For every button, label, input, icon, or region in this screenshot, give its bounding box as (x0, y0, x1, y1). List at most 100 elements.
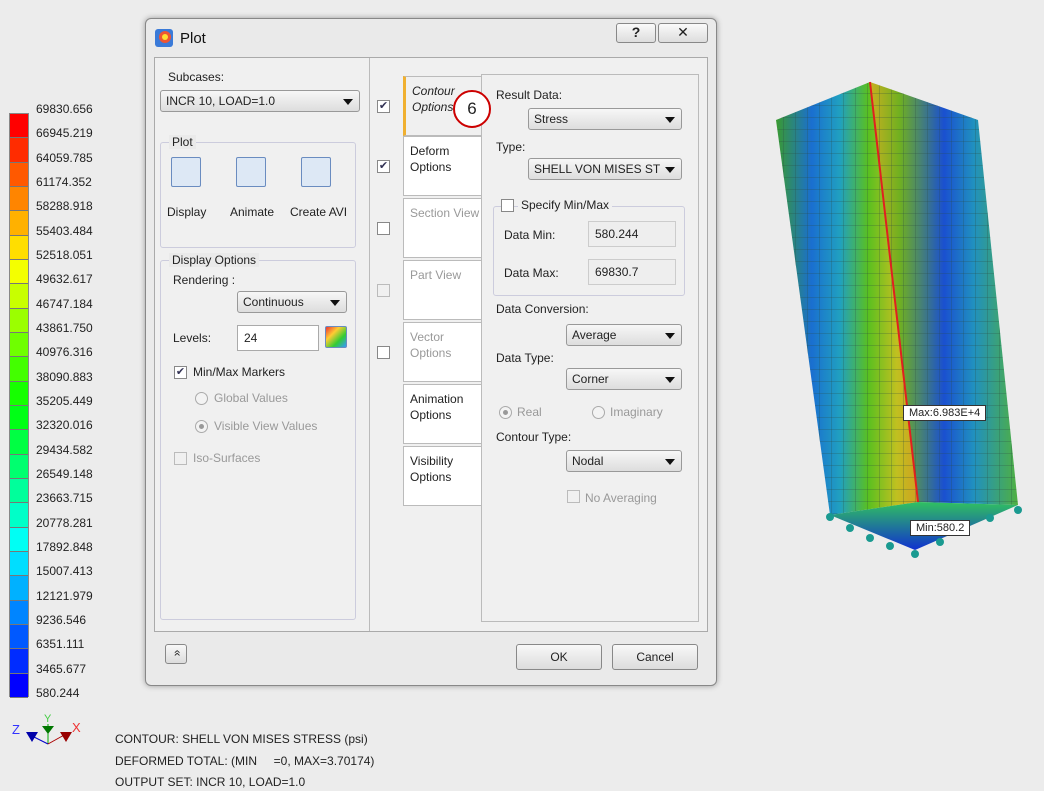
info-contour: CONTOUR: SHELL VON MISES STRESS (psi) (115, 732, 368, 746)
global-values-radio[interactable] (195, 392, 208, 405)
legend-value-label: 40976.316 (36, 345, 93, 360)
axis-z-label: Z (12, 722, 20, 737)
levels-input[interactable]: 24 (237, 325, 319, 351)
display-options-title: Display Options (169, 253, 260, 267)
tab-visibility-options[interactable]: Visibility Options (403, 446, 489, 506)
legend-value-label: 12121.979 (36, 588, 93, 603)
display-button[interactable]: Display (167, 205, 207, 219)
result-data-label: Result Data: (496, 88, 563, 102)
minmax-markers-label: Min/Max Markers (193, 365, 286, 379)
contour-type-label: Contour Type: (496, 430, 572, 444)
chevron-down-icon (330, 300, 340, 306)
tab-enable-checkbox[interactable] (377, 346, 390, 359)
legend-value-label: 17892.848 (36, 540, 93, 554)
legend-value-label: 38090.883 (36, 369, 93, 384)
minmax-markers-checkbox[interactable]: ✔ (174, 366, 187, 379)
animate-icon[interactable] (236, 157, 266, 187)
dialog-titlebar[interactable]: Plot ? ✕ (146, 19, 716, 57)
legend-value-label: 15007.413 (36, 564, 93, 579)
tab-enable-checkbox[interactable]: ✔ (377, 100, 390, 113)
contour-type-value: Nodal (572, 454, 604, 468)
data-min-field[interactable]: 580.244 (588, 221, 676, 247)
fe-model-view[interactable] (760, 70, 1044, 580)
display-icon[interactable] (171, 157, 201, 187)
data-type-dropdown[interactable]: Corner (566, 368, 682, 390)
legend-color-segment (10, 284, 28, 309)
data-conversion-dropdown[interactable]: Average (566, 324, 682, 346)
specify-minmax-group: Specify Min/Max Data Min: 580.244 Data M… (493, 198, 685, 296)
create-avi-button[interactable]: Create AVI (290, 205, 348, 219)
legend-value-label: 43861.750 (36, 321, 93, 335)
axis-triad-icon: Z Y X (12, 713, 81, 745)
dialog-title: Plot (180, 30, 206, 47)
tab-vector-options[interactable]: Vector Options (403, 322, 489, 382)
chevron-down-icon (665, 333, 675, 339)
legend-value-label: 35205.449 (36, 394, 93, 408)
help-button[interactable]: ? (616, 23, 656, 43)
legend-color-segment (10, 260, 28, 285)
collapse-button[interactable]: » (165, 644, 187, 664)
imaginary-label: Imaginary (610, 405, 663, 419)
iso-surfaces-label: Iso-Surfaces (193, 451, 261, 465)
visible-view-values-radio[interactable] (195, 420, 208, 433)
subcases-dropdown[interactable]: INCR 10, LOAD=1.0 (160, 90, 360, 112)
tab-label: Vector Options (410, 330, 452, 360)
tab-part-view[interactable]: Part View (403, 260, 489, 320)
real-radio[interactable] (499, 406, 512, 419)
color-palette-icon[interactable] (325, 326, 347, 348)
specify-minmax-checkbox[interactable] (501, 199, 514, 212)
data-max-field[interactable]: 69830.7 (588, 259, 676, 285)
levels-label: Levels: (173, 331, 212, 345)
tab-label: Contour Options (412, 84, 455, 114)
plot-group-title: Plot (169, 135, 196, 149)
tab-deform-options[interactable]: Deform Options (403, 136, 489, 196)
create-avi-icon[interactable] (301, 157, 331, 187)
plot-app-icon (155, 29, 173, 47)
chevron-down-icon (343, 99, 353, 105)
no-averaging-checkbox[interactable] (567, 490, 580, 503)
tab-enable-checkbox[interactable] (377, 284, 390, 297)
legend-value-label: 64059.785 (36, 150, 93, 165)
type-dropdown[interactable]: SHELL VON MISES ST (528, 158, 682, 180)
contour-options-panel (481, 74, 699, 622)
tab-section-view[interactable]: Section View (403, 198, 489, 258)
tab-enable-checkbox[interactable] (377, 222, 390, 235)
legend-value-label: 61174.352 (36, 175, 92, 189)
result-data-dropdown[interactable]: Stress (528, 108, 682, 130)
close-button[interactable]: ✕ (658, 23, 708, 43)
legend-color-segment (10, 162, 28, 187)
legend-value-label: 6351.111 (36, 637, 85, 652)
no-averaging-label: No Averaging (585, 491, 657, 505)
legend-color-segment (10, 357, 28, 382)
legend-value-label: 9236.546 (36, 613, 87, 627)
cancel-button[interactable]: Cancel (612, 644, 698, 670)
iso-surfaces-checkbox[interactable] (174, 452, 187, 465)
rendering-value: Continuous (243, 295, 304, 309)
legend-value-label: 52518.051 (36, 248, 93, 262)
rendering-dropdown[interactable]: Continuous (237, 291, 347, 313)
tab-enable-checkbox[interactable]: ✔ (377, 160, 390, 173)
tab-animation-options[interactable]: Animation Options (403, 384, 489, 444)
animate-button[interactable]: Animate (230, 205, 275, 219)
legend-color-segment (10, 114, 28, 139)
visible-view-values-label: Visible View Values (214, 419, 318, 433)
ok-button[interactable]: OK (516, 644, 602, 670)
chevron-up-icon: » (169, 649, 183, 657)
legend-value-label: 69830.656 (36, 102, 93, 116)
contour-type-dropdown[interactable]: Nodal (566, 450, 682, 472)
legend-value-label: 32320.016 (36, 418, 93, 433)
legend-color-segment (10, 211, 28, 236)
legend-value-label: 58288.918 (36, 199, 93, 214)
tab-label: Visibility Options (410, 454, 454, 484)
legend-color-segment (10, 479, 28, 504)
legend-color-segment (10, 187, 28, 212)
imaginary-radio[interactable] (592, 406, 605, 419)
global-values-label: Global Values (214, 391, 288, 405)
legend-color-segment (10, 625, 28, 650)
legend-value-label: 55403.484 (36, 223, 93, 238)
data-min-label: Data Min: (504, 228, 556, 242)
legend-color-segment (10, 527, 28, 552)
tab-label: Part View (410, 268, 462, 282)
min-marker-label: Min:580.2 (910, 520, 971, 536)
legend-value-label: 29434.582 (36, 442, 93, 457)
